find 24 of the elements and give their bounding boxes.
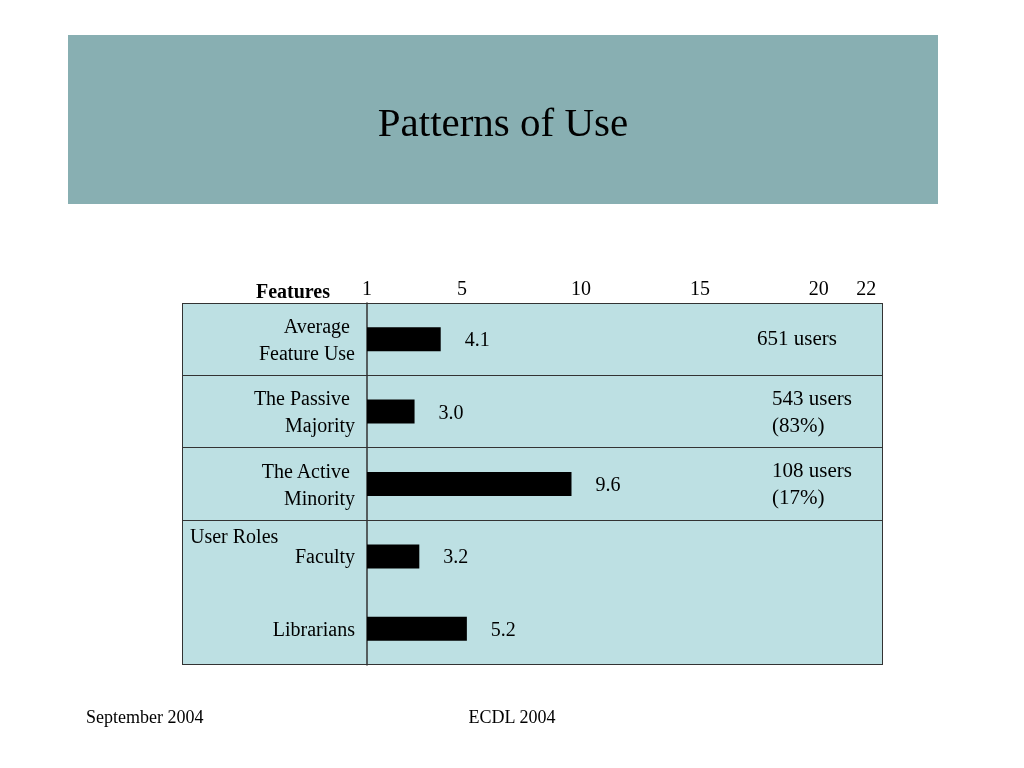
x-axis-title: Features — [255, 280, 331, 302]
y-tick-label: The Passive Majority — [253, 387, 355, 438]
annotation: 543 users (83%) — [772, 384, 853, 439]
y-tick-label: Average Feature Use — [258, 314, 356, 364]
annotation: 108 users (17%) — [772, 456, 853, 511]
y-tick-label: Librarians — [272, 617, 356, 640]
y-tick-label: Faculty — [295, 545, 355, 569]
x-tick-label: 22 — [856, 277, 877, 299]
data-label: 9.6 — [595, 473, 621, 495]
y-tick-label: The Active Minority — [261, 459, 355, 510]
text: September 2004 — [86, 706, 204, 729]
x-tick-label: 1 — [362, 277, 372, 299]
data-label: 4.1 — [464, 328, 490, 351]
data-label: 5.2 — [490, 617, 516, 640]
data-label: 3.0 — [438, 400, 464, 423]
x-tick-label: 5 — [457, 277, 468, 299]
text: ECDL 2004 — [468, 706, 556, 729]
x-tick-label: 20 — [808, 277, 829, 299]
chart-title: Patterns of Use — [376, 98, 630, 147]
text: User Roles — [190, 524, 279, 550]
x-tick-label: 10 — [571, 277, 592, 299]
annotation: 651 users — [757, 325, 838, 353]
x-tick-label: 15 — [689, 277, 710, 299]
data-label: 3.2 — [443, 545, 469, 568]
